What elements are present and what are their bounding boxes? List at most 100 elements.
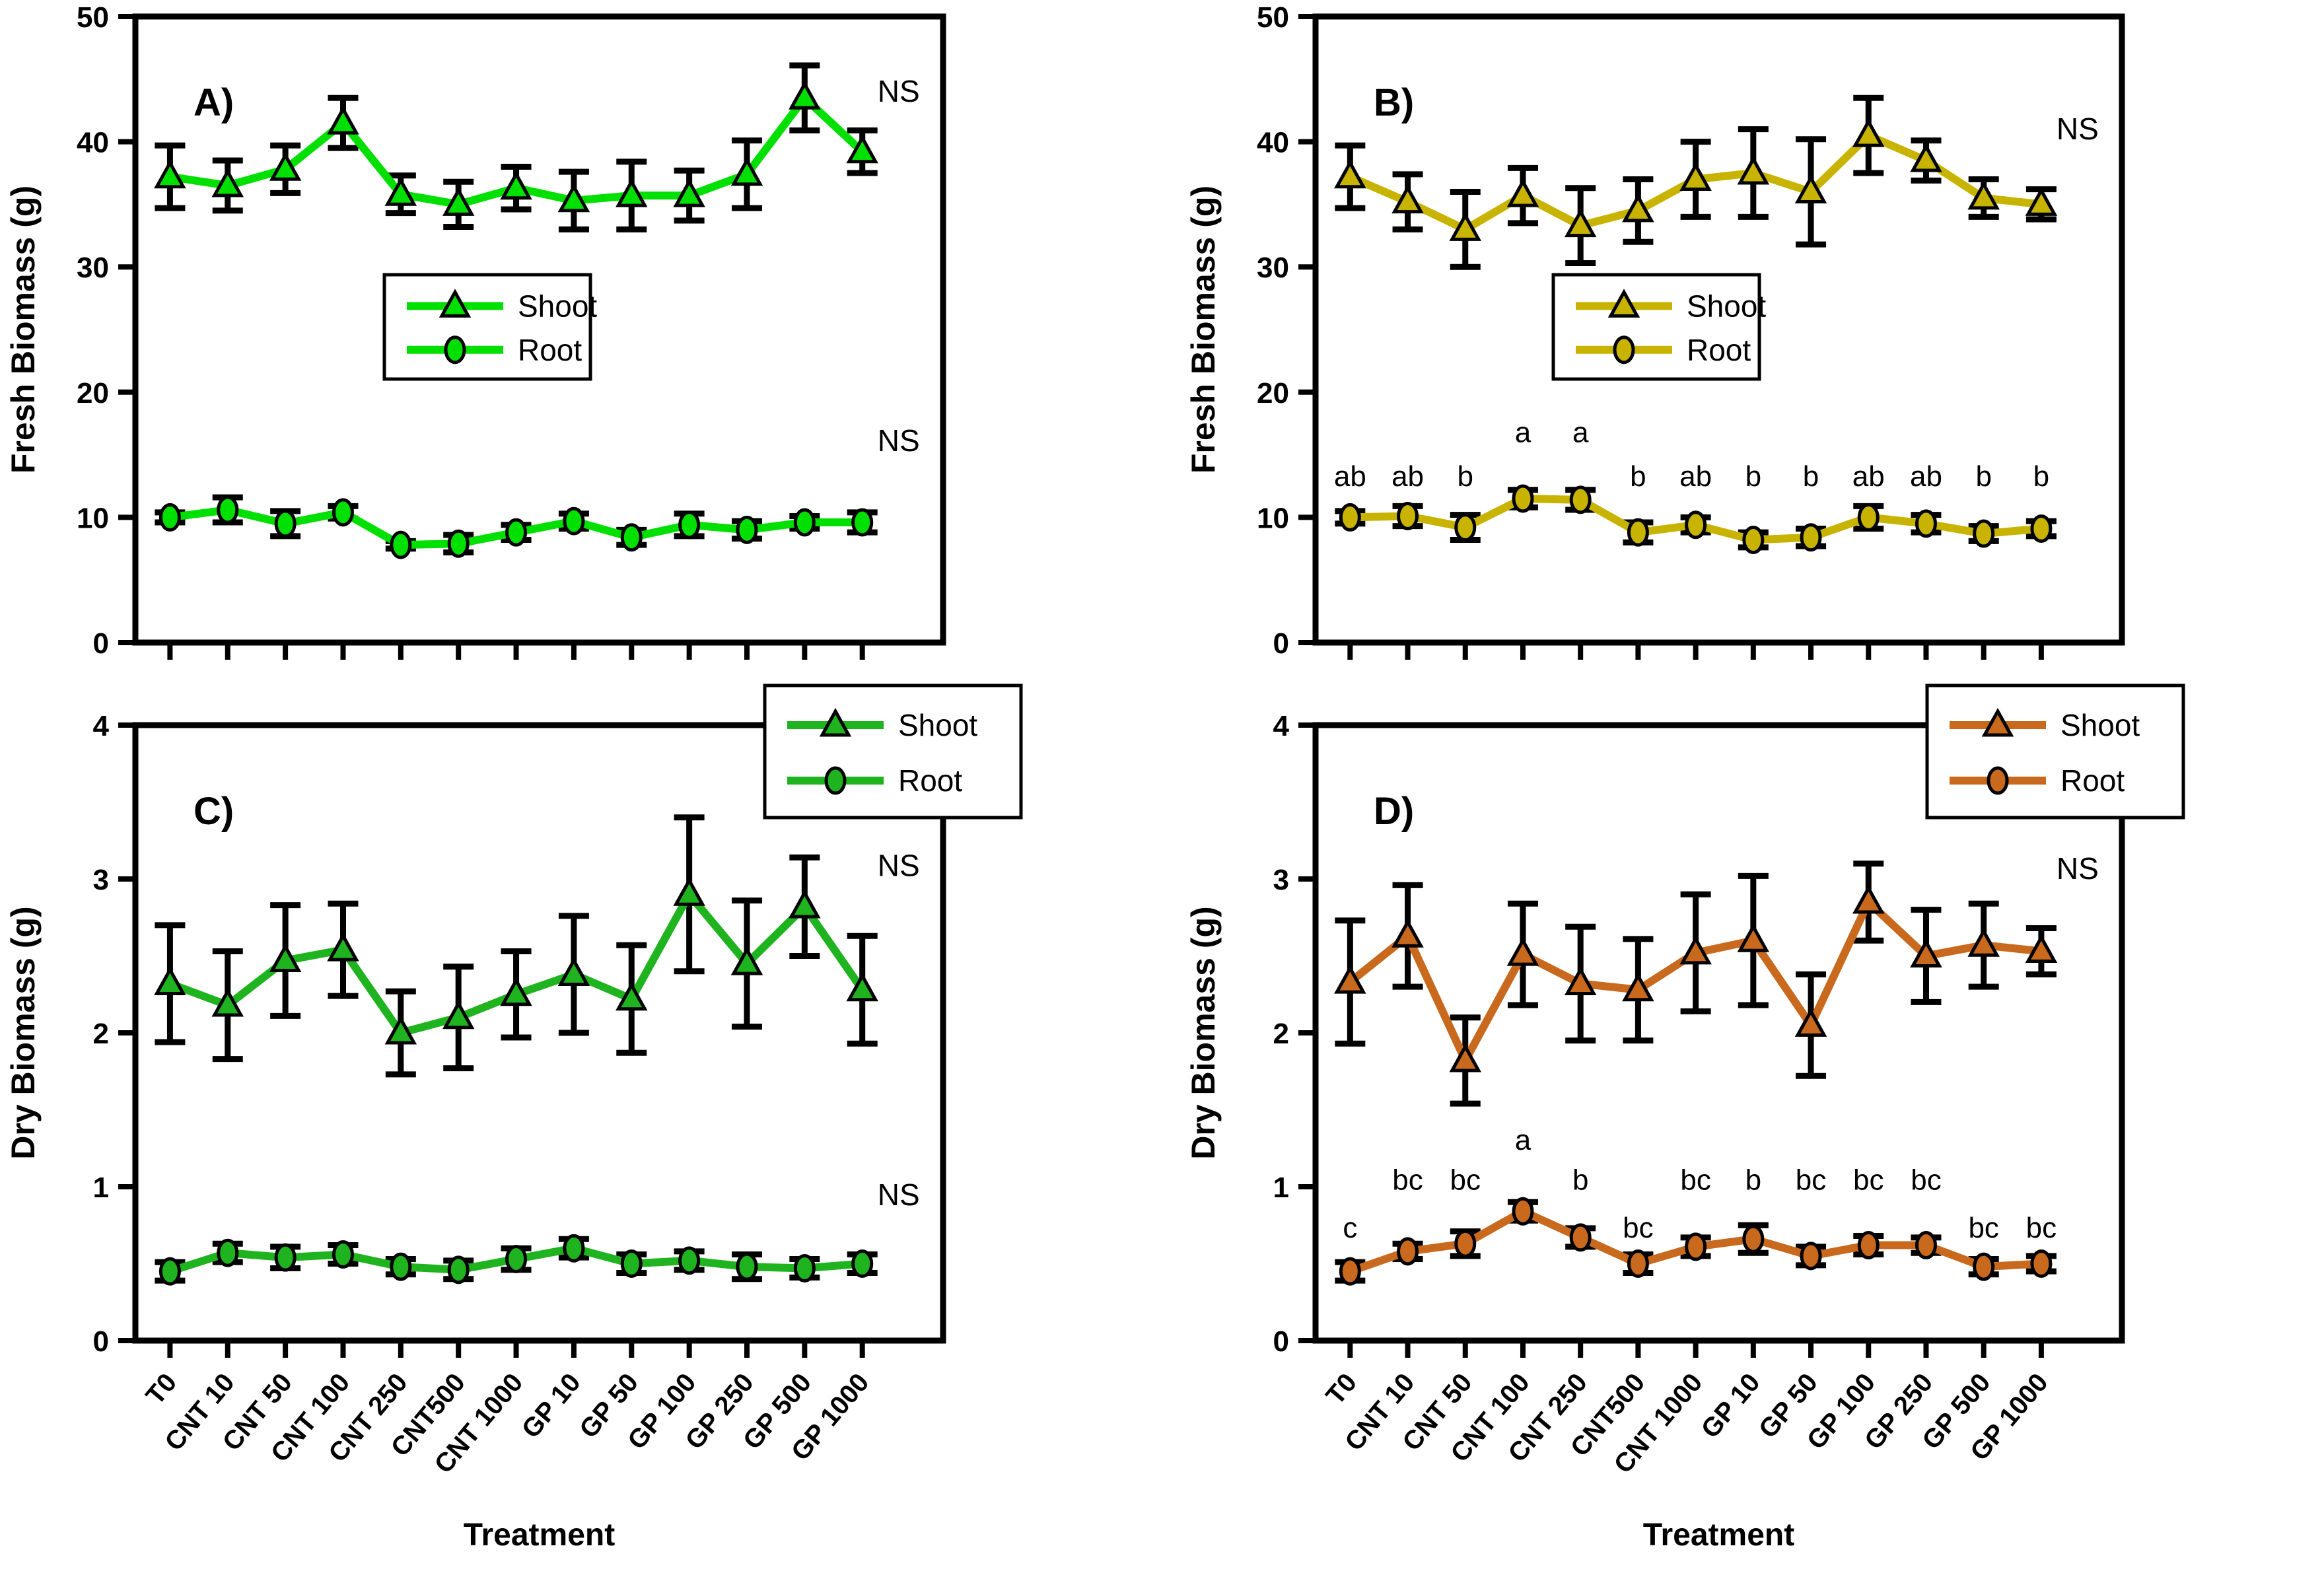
shoot-data-point-marker (269, 943, 302, 972)
shoot-data-point-marker (1564, 966, 1597, 995)
root-data-point-marker (1973, 1252, 1995, 1281)
shoot-data-point-marker (1506, 178, 1539, 207)
shoot-data-point-marker (442, 187, 475, 216)
significance-letter: bc (1450, 1164, 1481, 1197)
ns-label: NS (878, 1177, 920, 1212)
panel-label: D) (1374, 790, 1414, 833)
significance-letter: b (1745, 460, 1761, 493)
shoot-data-point-marker (1737, 155, 1770, 185)
shoot-data-point-marker (384, 1015, 417, 1045)
significance-letter: b (1630, 460, 1646, 493)
y-tick-label: 1 (93, 1172, 109, 1204)
shoot-data-point-marker (1449, 1043, 1482, 1072)
root-data-point-marker (1627, 518, 1649, 547)
root-data-point-marker (274, 509, 297, 538)
significance-letter: b (1458, 460, 1473, 493)
root-data-point-marker (1454, 1229, 1477, 1258)
root-data-point-marker (447, 1255, 470, 1284)
shoot-data-point-marker (616, 981, 648, 1011)
shoot-data-point-marker (673, 178, 705, 207)
root-data-point-marker (824, 766, 847, 795)
root-data-point-marker (736, 515, 758, 544)
ns-label: NS (878, 423, 920, 458)
legend-label: Shoot (2060, 708, 2140, 742)
shoot-data-point-marker (1794, 174, 1827, 203)
shoot-data-point-marker (1967, 928, 2000, 957)
y-tick-label: 2 (1273, 1018, 1289, 1050)
legend-label: Root (518, 333, 582, 367)
root-data-point-marker (678, 1246, 701, 1275)
shoot-data-point-marker (730, 946, 763, 975)
legend-box (1925, 684, 2185, 820)
shoot-data-point-marker (327, 106, 359, 135)
plot-border (1312, 13, 2125, 646)
ns-label: NS (878, 848, 920, 882)
legend-box (382, 273, 592, 381)
shoot-data-point-marker (327, 932, 359, 962)
legend-label: Root (2060, 763, 2125, 798)
shoot-data-point-marker (500, 170, 532, 200)
root-data-point-marker (620, 523, 643, 552)
y-tick-label: 1 (1273, 1172, 1289, 1204)
shoot-data-point-marker (846, 134, 878, 164)
x-tick-label: GP 10 (516, 1368, 586, 1444)
root-data-point-marker (1512, 1197, 1534, 1226)
root-data-point-marker (1915, 1231, 1937, 1260)
shoot-data-point-marker (1564, 208, 1597, 238)
root-data-point-marker (793, 508, 816, 537)
legend-label: Shoot (1687, 289, 1766, 323)
significance-letter: b (2033, 460, 2049, 493)
root-data-point-marker (1339, 503, 1361, 532)
root-data-point-marker (1800, 1242, 1822, 1271)
root-data-point-marker (1454, 513, 1477, 542)
root-data-point-marker (851, 1249, 874, 1278)
shoot-data-point-marker (819, 707, 852, 737)
significance-letter: bc (1853, 1164, 1884, 1197)
root-data-point-marker (1339, 1257, 1361, 1286)
significance-letter: bc (1680, 1164, 1710, 1197)
y-axis-title: Fresh Biomass (g) (5, 186, 42, 474)
panel-fresh-biomass-left: 0 10 20 30 40 50 Fresh Biomass (g) A) NS NS Shoot R… (5, 1, 946, 660)
root-data-point-marker (1742, 526, 1765, 555)
legend-box (1551, 273, 1761, 381)
root-data-point-marker (390, 530, 412, 559)
root-data-point-marker (736, 1252, 758, 1281)
shoot-data-point-marker (211, 168, 244, 197)
shoot-data-point-marker (1737, 923, 1770, 952)
significance-letter: b (1572, 1164, 1588, 1197)
shoot-data-point-marker (673, 877, 705, 906)
y-axis-title: Dry Biomass (g) (1185, 906, 1222, 1159)
y-tick-label: 30 (77, 252, 109, 284)
root-data-point-marker (274, 1243, 297, 1272)
root-data-point-marker (851, 508, 874, 537)
y-tick-label: 0 (1273, 1325, 1289, 1358)
root-data-point-marker (620, 1249, 643, 1278)
shoot-data-point-marker (269, 152, 302, 181)
y-axis-title: Dry Biomass (g) (5, 906, 42, 1159)
root-data-point-marker (332, 1240, 354, 1269)
shoot-data-point-marker (1794, 1008, 1827, 1037)
shoot-data-point-marker (442, 1000, 475, 1030)
shoot-data-point-marker (1622, 972, 1654, 1002)
shoot-data-point-marker (557, 957, 590, 986)
shoot-data-point-marker (1607, 289, 1640, 318)
shoot-data-point-marker (1852, 118, 1885, 147)
root-data-point-marker (1397, 1237, 1419, 1266)
root-data-point-marker (505, 518, 528, 547)
x-axis-title: Treatment (464, 1518, 615, 1553)
y-tick-label: 3 (1273, 864, 1289, 896)
root-data-point-marker (1800, 523, 1822, 552)
significance-letter: bc (2026, 1212, 2057, 1244)
root-data-point-marker (678, 510, 701, 540)
root-data-point-marker (217, 1238, 239, 1267)
x-tick-label: T0 (141, 1368, 183, 1411)
shoot-data-point-marker (154, 966, 186, 995)
y-tick-label: 20 (1257, 377, 1289, 409)
panel-label: A) (194, 81, 234, 124)
significance-letter: ab (1391, 460, 1424, 493)
root-data-point-marker (447, 529, 470, 558)
plot-border (132, 13, 946, 646)
